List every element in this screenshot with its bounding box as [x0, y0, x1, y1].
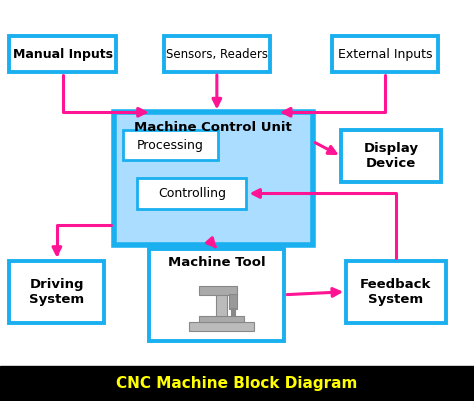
FancyBboxPatch shape	[0, 366, 474, 401]
FancyBboxPatch shape	[199, 316, 245, 322]
FancyBboxPatch shape	[123, 130, 218, 160]
Text: CNC Machine Block Diagram: CNC Machine Block Diagram	[116, 376, 358, 391]
FancyBboxPatch shape	[189, 322, 254, 331]
FancyBboxPatch shape	[9, 36, 116, 72]
Text: Manual Inputs: Manual Inputs	[13, 48, 113, 61]
FancyBboxPatch shape	[341, 130, 441, 182]
FancyBboxPatch shape	[231, 308, 235, 316]
Text: Feedback
System: Feedback System	[360, 278, 431, 306]
FancyBboxPatch shape	[332, 36, 438, 72]
FancyBboxPatch shape	[216, 292, 228, 316]
Text: Driving
System: Driving System	[29, 278, 84, 306]
FancyBboxPatch shape	[137, 178, 246, 209]
FancyBboxPatch shape	[229, 294, 237, 309]
Text: Controlling: Controlling	[158, 187, 226, 200]
FancyBboxPatch shape	[114, 112, 313, 245]
FancyBboxPatch shape	[149, 249, 284, 341]
FancyBboxPatch shape	[164, 36, 270, 72]
FancyBboxPatch shape	[9, 261, 104, 323]
Text: External Inputs: External Inputs	[338, 48, 432, 61]
Text: Machine Control Unit: Machine Control Unit	[135, 121, 292, 134]
Text: Processing: Processing	[137, 139, 204, 152]
Text: Display
Device: Display Device	[364, 142, 419, 170]
FancyBboxPatch shape	[199, 286, 237, 295]
FancyBboxPatch shape	[346, 261, 446, 323]
Text: Machine Tool: Machine Tool	[168, 256, 265, 269]
Text: Sensors, Readers: Sensors, Readers	[166, 48, 268, 61]
